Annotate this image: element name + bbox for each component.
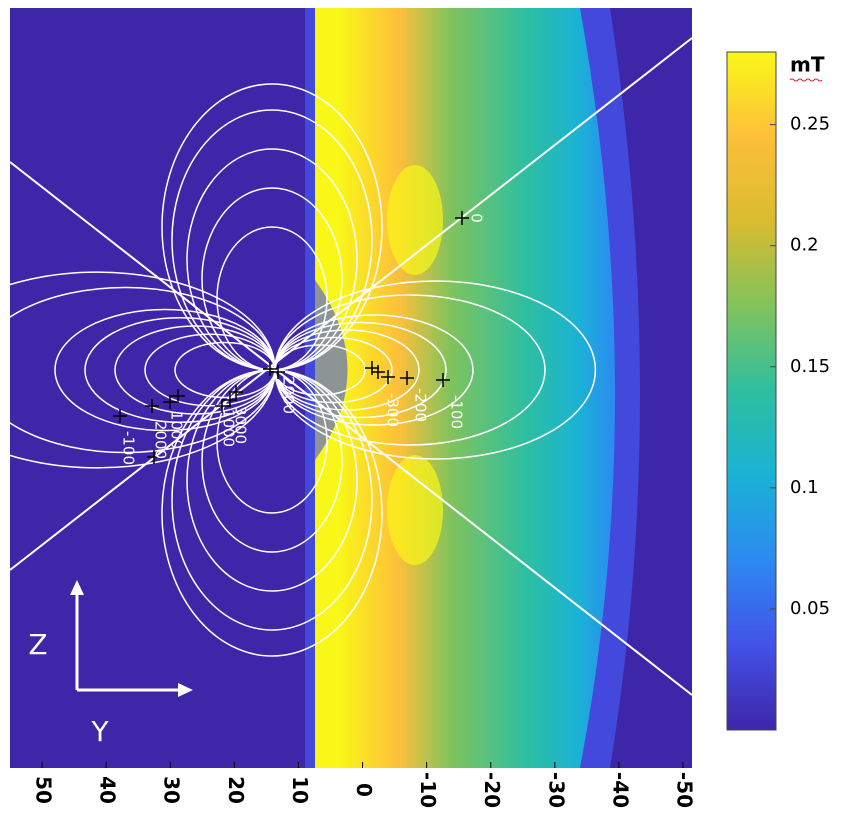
contour-label: 2000 xyxy=(280,376,298,414)
x-tick-label: -30 xyxy=(544,772,568,808)
colorbar-tick-label: 0.15 xyxy=(790,356,830,377)
x-tick-label: -20 xyxy=(480,772,504,808)
marker xyxy=(163,395,177,409)
x-tick-label: -10 xyxy=(416,772,440,808)
marker xyxy=(145,399,159,413)
contour-label: 2000 xyxy=(152,421,170,459)
x-tick-label: 10 xyxy=(288,776,312,804)
x-tick-label: -40 xyxy=(608,772,632,808)
contour-label: 0 xyxy=(468,213,486,223)
x-tick-label: 40 xyxy=(96,776,120,804)
heatmap xyxy=(10,8,692,768)
x-tick-label: 30 xyxy=(160,776,184,804)
colorbar-tick-label: 0.05 xyxy=(790,598,830,619)
marker xyxy=(455,211,469,225)
contour-label: -100 xyxy=(120,431,138,465)
marker xyxy=(436,373,450,387)
x-tick-label: 50 xyxy=(32,776,56,804)
marker xyxy=(229,385,243,399)
marker xyxy=(223,393,237,407)
marker xyxy=(371,365,385,379)
marker xyxy=(147,450,161,464)
marker xyxy=(400,371,414,385)
contour-label: 1000 xyxy=(220,409,238,447)
contour-label: -200 xyxy=(412,388,430,422)
contour-label: 1000 xyxy=(168,411,186,449)
hotspot xyxy=(387,455,443,565)
x-tick-label: -50 xyxy=(673,772,697,808)
axis-label: Z xyxy=(28,628,47,661)
x-tick-label: 20 xyxy=(224,776,248,804)
colorbar-tick-label: 0.25 xyxy=(790,114,830,135)
colorbar-label: mT xyxy=(790,53,825,77)
contour-label: -100 xyxy=(448,395,466,429)
axis-label: Y xyxy=(90,715,109,748)
contour-label: 3000 xyxy=(232,406,250,444)
colorbar-tick-label: 0.2 xyxy=(790,235,819,256)
diagonal xyxy=(10,161,692,696)
diagonal xyxy=(10,37,692,571)
colorbar xyxy=(726,51,777,731)
marker xyxy=(263,362,277,376)
hotspot xyxy=(387,165,443,275)
marker xyxy=(381,370,395,384)
contour xyxy=(161,369,383,657)
contour-label: -300 xyxy=(384,393,402,427)
x-tick-label: 0 xyxy=(352,783,376,797)
marker xyxy=(171,389,185,403)
field xyxy=(315,8,615,768)
colorbar-tick-label: 0.1 xyxy=(790,477,819,498)
marker xyxy=(215,399,229,413)
axis-indicator: Z Y xyxy=(28,580,193,748)
marker xyxy=(271,365,285,379)
spell-underline xyxy=(789,78,823,82)
marker xyxy=(113,409,127,423)
